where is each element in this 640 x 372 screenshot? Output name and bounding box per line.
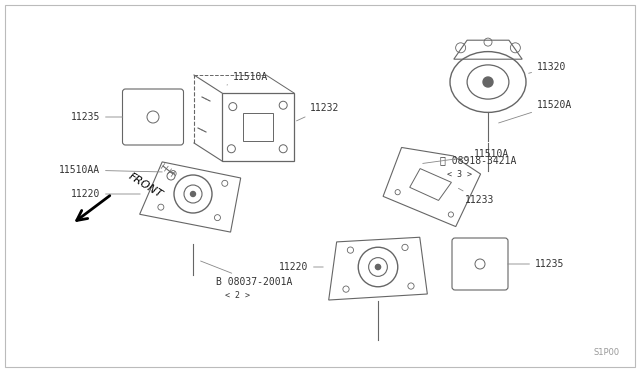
Text: 11232: 11232 (296, 103, 339, 121)
Text: S1P00: S1P00 (594, 348, 620, 357)
Text: 11233: 11233 (458, 188, 494, 205)
Text: 11510A: 11510A (423, 149, 509, 163)
Text: ⓝ 08918-3421A: ⓝ 08918-3421A (440, 155, 516, 165)
Text: 11320: 11320 (529, 62, 566, 73)
Text: 11220: 11220 (278, 262, 323, 272)
Text: B 08037-2001A: B 08037-2001A (200, 261, 292, 287)
Text: < 3 >: < 3 > (447, 170, 472, 179)
Circle shape (167, 172, 175, 180)
Text: 11220: 11220 (70, 189, 140, 199)
Text: 11510A: 11510A (227, 72, 268, 85)
Bar (222, 93, 294, 161)
Bar (243, 113, 273, 141)
Text: 11235: 11235 (508, 259, 564, 269)
Text: 11520A: 11520A (499, 100, 572, 123)
Text: 11235: 11235 (70, 112, 123, 122)
Circle shape (376, 264, 381, 270)
Text: < 2 >: < 2 > (225, 291, 250, 299)
Circle shape (191, 192, 195, 196)
Circle shape (483, 77, 493, 87)
Text: 11510AA: 11510AA (59, 165, 162, 175)
Text: FRONT: FRONT (127, 172, 164, 200)
